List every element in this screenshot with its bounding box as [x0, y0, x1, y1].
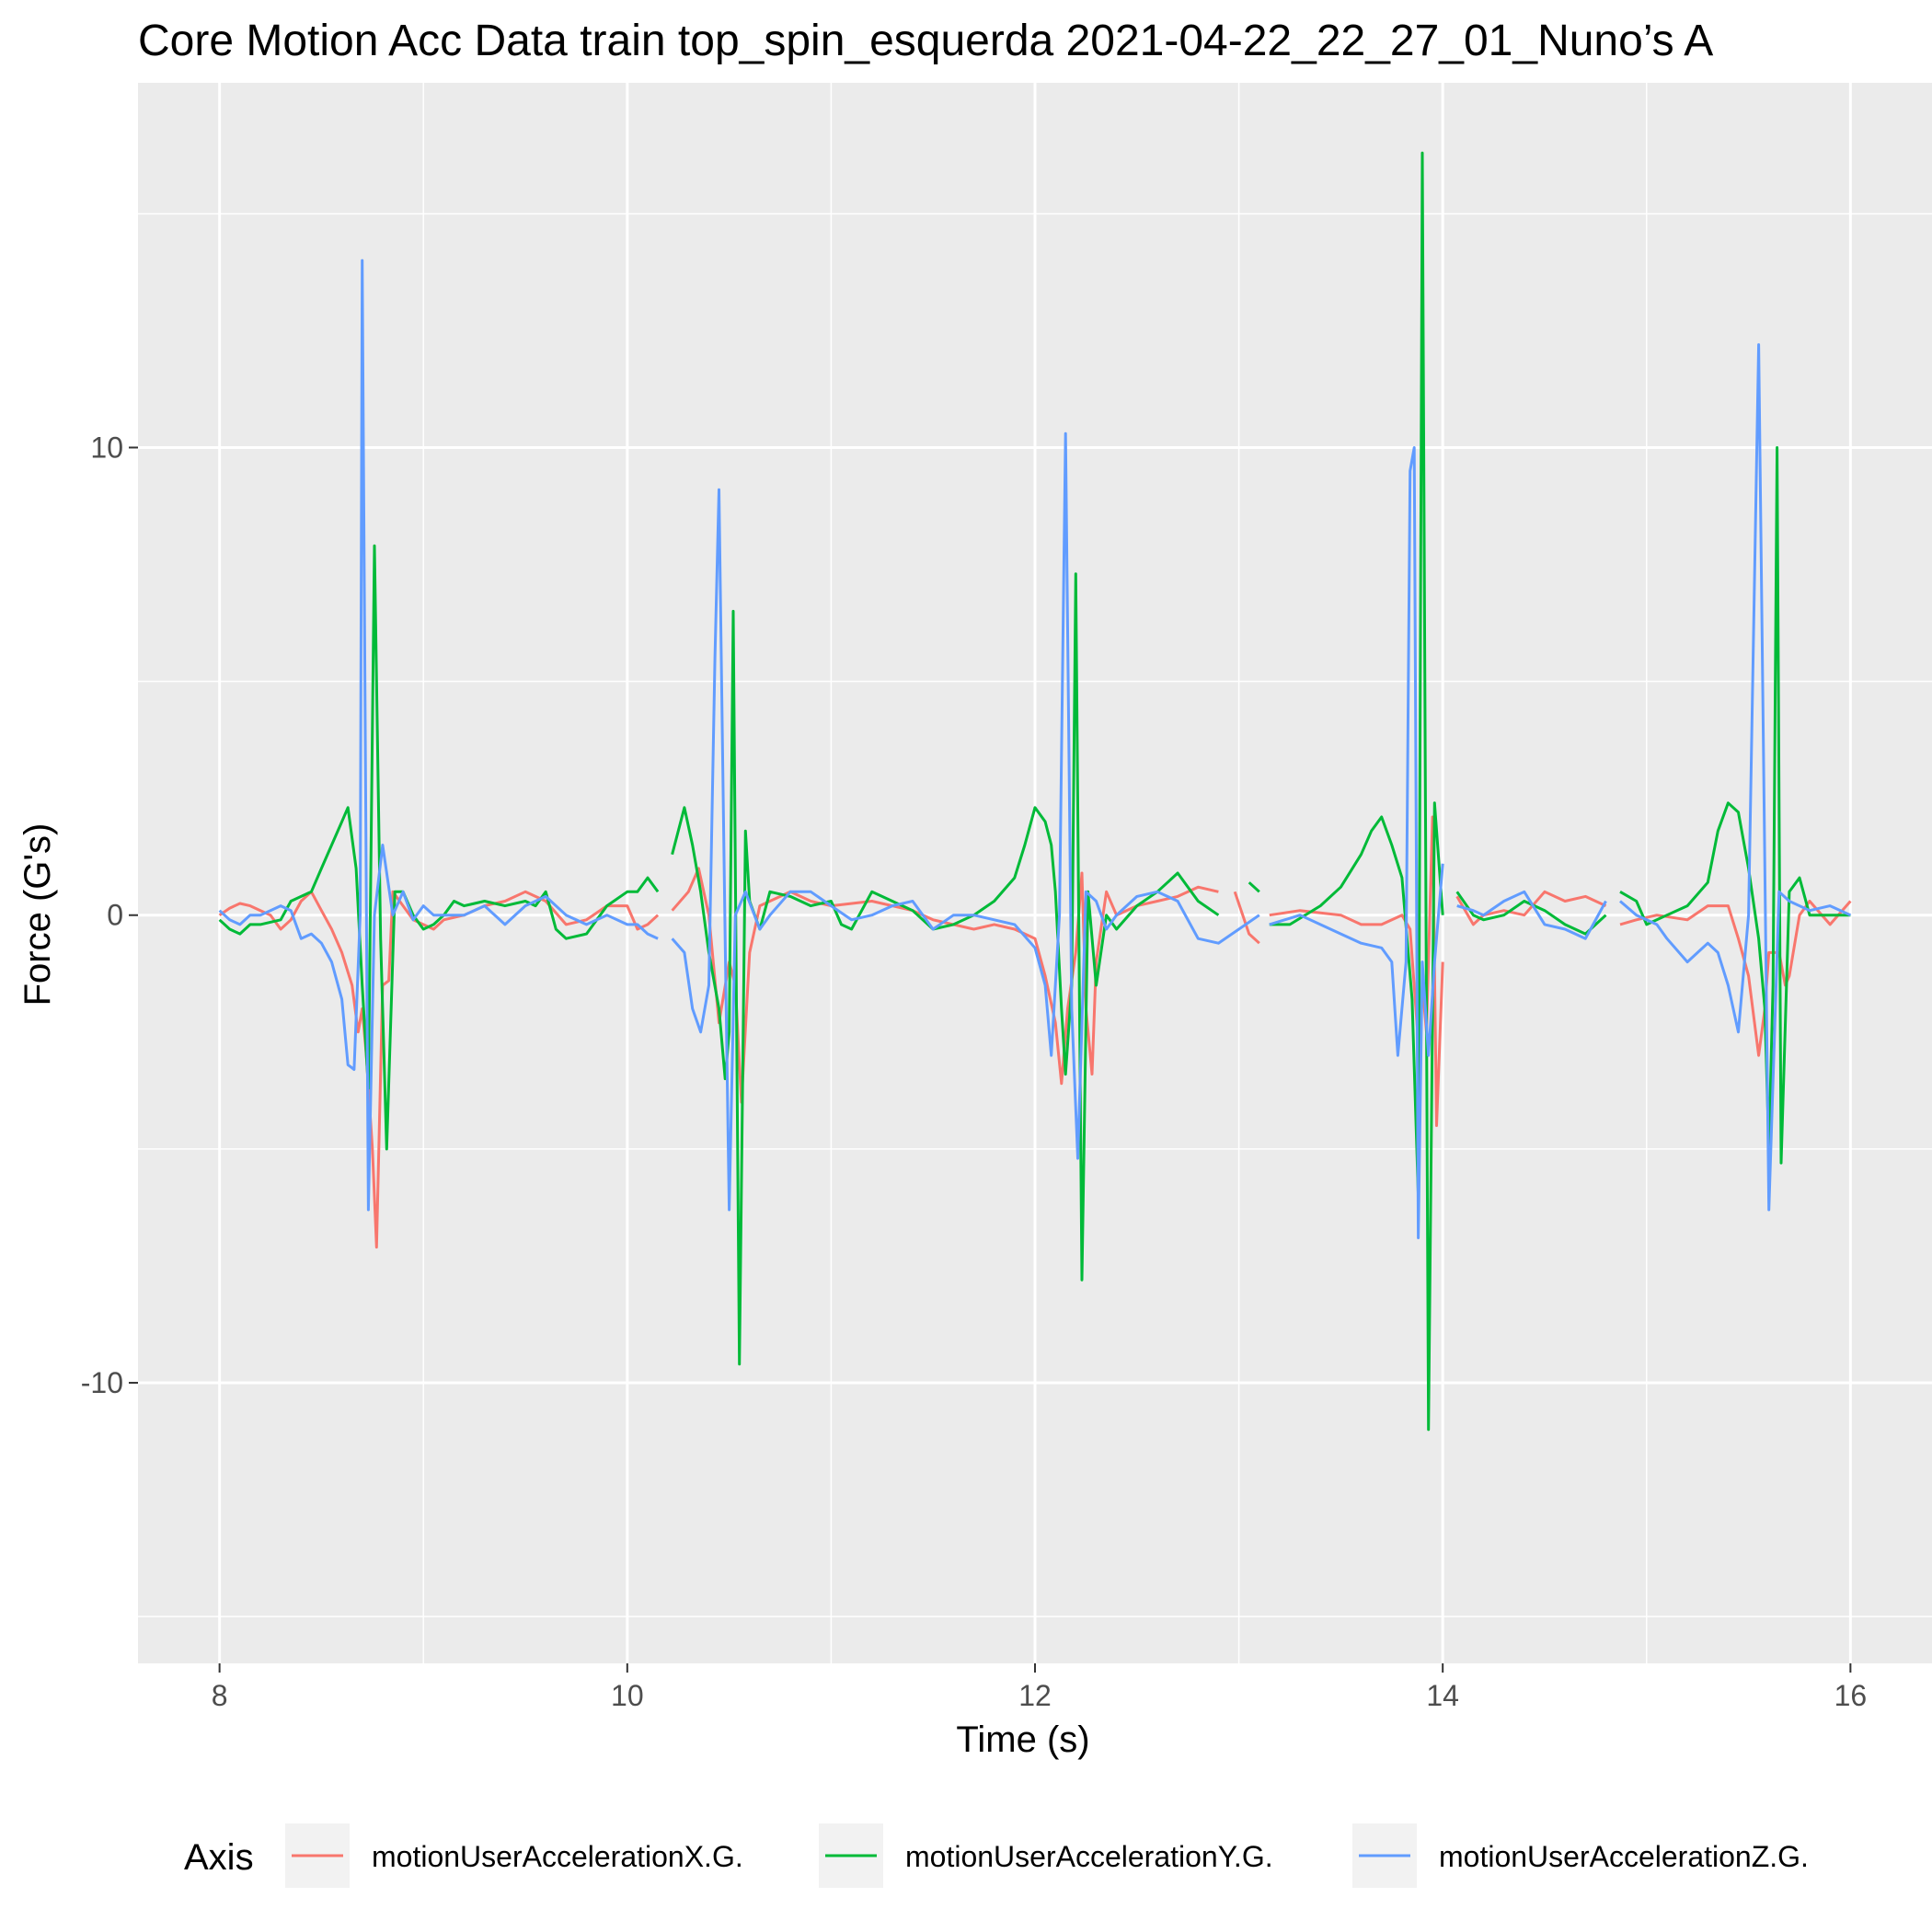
series-line [218, 259, 1852, 1239]
legend-label: motionUserAccelerationX.G. [372, 1840, 743, 1873]
y-axis: -10 0 10 [81, 431, 138, 1399]
x-tick-label: 10 [611, 1679, 644, 1712]
y-axis-title: Force (G's) [17, 823, 58, 1006]
chart-title: Core Motion Acc Data train top_spin_esqu… [138, 17, 1713, 65]
legend: Axis motionUserAccelerationX.G. motionUse… [184, 1823, 1809, 1888]
x-tick-label: 8 [212, 1679, 228, 1712]
x-tick-label: 12 [1018, 1679, 1052, 1712]
y-tick-label: 0 [107, 899, 123, 932]
x-tick-label: 16 [1834, 1679, 1868, 1712]
series-layer [218, 151, 1852, 1432]
series-3 [218, 259, 1852, 1239]
legend-label: motionUserAccelerationY.G. [905, 1840, 1273, 1873]
x-axis-title: Time (s) [956, 1719, 1089, 1760]
legend-label: motionUserAccelerationZ.G. [1439, 1840, 1809, 1873]
major-gridlines [138, 83, 1932, 1663]
x-axis: 8 10 12 14 16 [212, 1663, 1867, 1712]
legend-title: Axis [184, 1837, 254, 1878]
y-tick-label: -10 [81, 1366, 123, 1399]
y-tick-label: 10 [90, 431, 123, 464]
x-tick-label: 14 [1426, 1679, 1459, 1712]
